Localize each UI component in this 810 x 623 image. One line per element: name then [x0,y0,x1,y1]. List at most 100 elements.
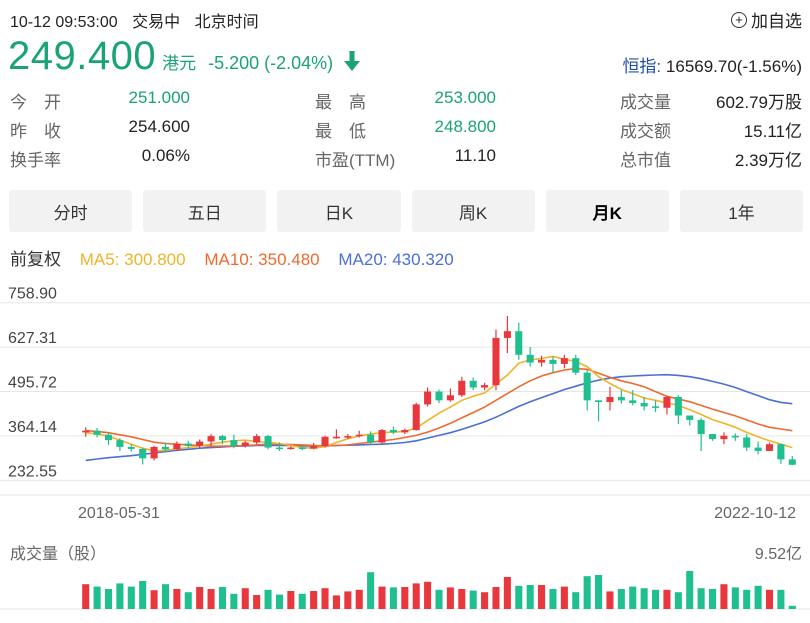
tab-intraday[interactable]: 分时 [9,190,133,232]
currency-label: 港元 [162,54,197,73]
volume-bar [127,586,135,609]
volume-bar [173,589,181,609]
stat-label: 成交量 [620,93,671,112]
volume-bar [378,586,386,609]
candle-body [218,436,226,441]
stat-value: 0.06% [141,146,190,165]
volume-bar [253,595,261,609]
candle-body [367,434,375,443]
volume-bar [777,589,785,609]
stat-label: 今 开 [10,93,61,112]
volume-bar [184,592,192,609]
tab-five-day[interactable]: 五日 [143,190,267,232]
volume-bar [560,586,568,609]
candle-body [184,443,192,446]
volume-bar [617,589,625,609]
candle-body [264,436,272,448]
adjust-mode-button[interactable]: 前复权 [10,250,61,269]
volume-bar [161,584,170,609]
volume-bar [241,588,249,609]
volume-bar [720,584,728,609]
x-start-label: 2018-05-31 [78,505,160,522]
candle-body [196,441,204,446]
volume-bar [583,576,591,609]
volume-bar [310,591,318,609]
tab-weekly-k[interactable]: 周K [411,190,535,232]
candle-body [777,444,785,460]
candle-body [640,403,648,407]
stat-label: 成交额 [620,122,671,141]
volume-bar [412,583,420,609]
candle-body [674,396,682,416]
stat-value: 253.000 [434,88,496,107]
volume-bar [503,577,511,609]
candle-body [481,385,489,388]
volume-bar [515,585,523,609]
volume-bar [458,589,466,609]
volume-bar [640,588,648,609]
volume-bar [435,589,443,609]
candle-body [161,446,170,450]
volume-bar [116,583,124,609]
candle-body [321,436,329,447]
candle-body [389,430,397,433]
stat-value: 15.11亿 [743,122,802,141]
ma5-line [85,355,793,452]
volume-bar [446,587,454,609]
add-watchlist-label: 加自选 [751,12,802,31]
stat-value: 602.79万股 [716,93,802,112]
volume-bar [332,595,340,609]
plus-circle-icon: + [731,11,747,28]
candle-body [207,436,215,442]
volume-bar [788,605,796,609]
volume-bar [196,587,204,609]
y-tick-label: 758.90 [8,286,57,303]
volume-bar [264,589,272,609]
stat-label: 总市值 [620,151,671,170]
volume-bar [743,589,751,609]
volume-bar [606,591,614,609]
ma10-legend: MA10: 350.480 [204,250,320,269]
candle-body [754,447,762,451]
y-tick-label: 495.72 [8,375,57,392]
candle-body [606,396,614,403]
add-watchlist-button[interactable]: + 加自选 [731,7,802,32]
candle-body [526,354,534,363]
volume-bar [298,593,306,609]
candle-body [332,436,340,439]
volume-bar [697,588,705,609]
tab-one-year[interactable]: 1年 [679,190,804,232]
candle-body [82,430,90,433]
volume-bar [629,586,637,609]
stat-label: 市盈(TTM) [315,151,396,170]
candle-body [572,358,580,373]
candle-body [139,448,147,459]
volume-bar [595,575,603,609]
index-quote[interactable]: 恒指: 16569.70(-1.56%) [622,52,802,77]
y-tick-label: 627.31 [8,330,57,347]
candle-body [378,430,386,443]
volume-bar [674,592,682,609]
candle-body [560,358,568,364]
candle-body [549,359,557,364]
tab-daily-k[interactable]: 日K [277,190,401,232]
volume-bar [93,586,101,609]
volume-bar [538,585,546,609]
volume-bar [572,592,580,609]
candle-body [424,391,432,405]
volume-bar [344,591,352,609]
candle-body [93,430,101,435]
volume-bar [549,589,557,609]
volume-bar [424,581,432,609]
tab-monthly-k[interactable]: 月K [545,190,669,232]
volume-bar [663,589,671,609]
candle-body [629,400,637,404]
volume-bar [150,590,158,609]
candle-body [150,446,158,459]
candle-body [743,437,751,448]
stat-value: 11.10 [454,146,496,165]
y-tick-label: 232.55 [8,463,57,480]
candlestick-chart[interactable]: 758.90 627.31 495.72 364.14 232.55 2018-05-31… [0,275,810,623]
timezone-label: 北京时间 [194,14,259,31]
trading-status: 交易中 [132,14,181,31]
